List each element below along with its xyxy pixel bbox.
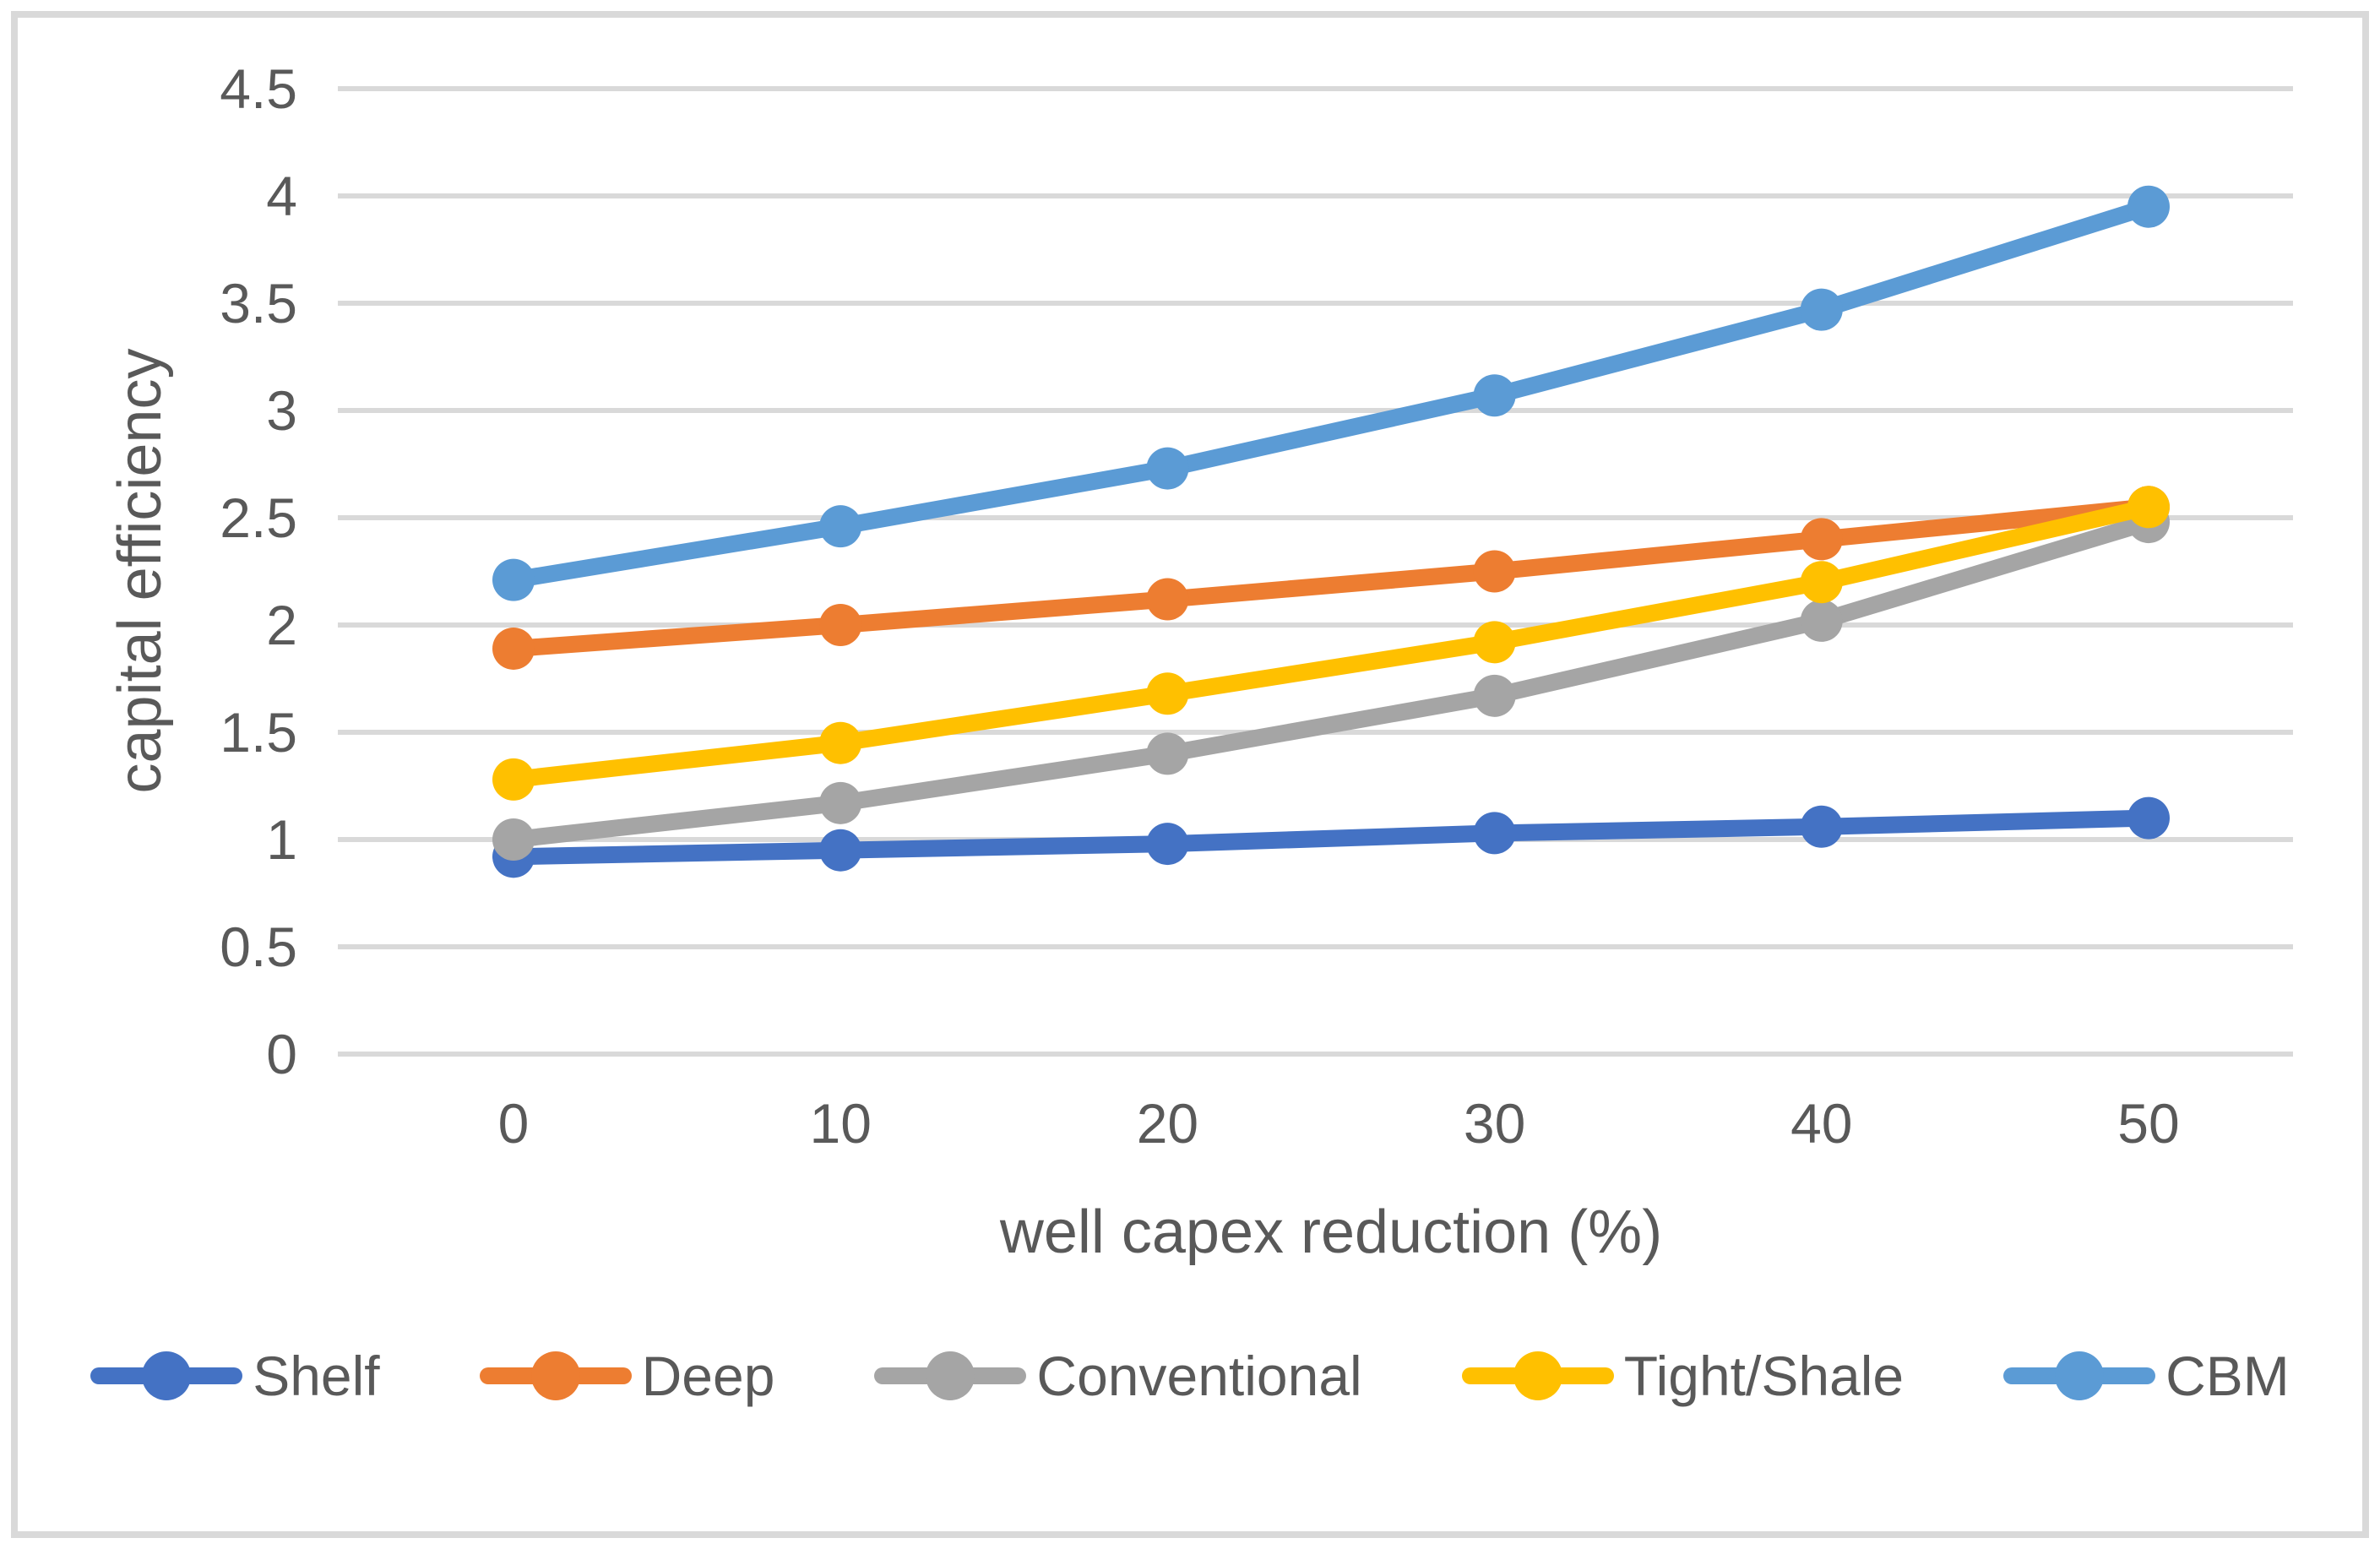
legend-dot: [1513, 1351, 1562, 1400]
data-point-marker-deep: [1800, 518, 1843, 561]
series-line-cbm: [505, 198, 2157, 589]
data-point-marker-tight-shale: [819, 721, 862, 764]
data-point-marker-shelf: [1800, 805, 1843, 848]
data-point-marker-cbm: [1800, 288, 1843, 331]
data-point-marker-shelf: [819, 829, 862, 872]
y-tick-label: 1.5: [220, 701, 297, 764]
data-point-marker-deep: [1146, 578, 1189, 621]
data-point-marker-tight-shale: [1146, 672, 1189, 715]
y-tick-label: 2: [266, 594, 297, 656]
series-line-deep: [505, 498, 2157, 657]
legend-marker-icon: [1461, 1351, 1614, 1401]
data-point-marker-cbm: [2127, 185, 2170, 228]
legend-item-conventional: Conventional: [874, 1345, 1362, 1407]
data-point-marker-cbm: [492, 558, 535, 601]
legend-marker-icon: [479, 1351, 632, 1401]
legend-dot: [2055, 1351, 2105, 1400]
legend-marker-icon: [874, 1351, 1027, 1401]
x-tick-label: 10: [809, 1092, 871, 1155]
x-tick-label: 50: [2117, 1092, 2179, 1155]
y-tick-label: 4: [266, 165, 297, 227]
x-tick-label: 30: [1464, 1092, 1525, 1155]
legend-item-shelf: Shelf: [90, 1345, 380, 1407]
gridlines: [338, 86, 2293, 1057]
data-point-marker-shelf: [1146, 823, 1189, 866]
x-tick-label: 40: [1790, 1092, 1852, 1155]
series-line-tight-shale: [505, 498, 2157, 788]
legend-dot: [142, 1351, 192, 1400]
data-point-marker-conventional: [492, 818, 535, 861]
legend-item-tight-shale: Tight/Shale: [1461, 1345, 1905, 1407]
data-point-marker-conventional: [819, 781, 862, 824]
legend-marker-icon: [2003, 1351, 2156, 1401]
y-tick-label: 2.5: [220, 486, 297, 549]
data-point-marker-deep: [1473, 550, 1516, 593]
series-conventional: [492, 501, 2170, 861]
y-tick-label: 1: [266, 808, 297, 871]
legend-label: Tight/Shale: [1623, 1345, 1905, 1407]
legend-label: Conventional: [1036, 1345, 1362, 1407]
legend-item-deep: Deep: [479, 1345, 775, 1407]
legend: Shelf Deep Conventional Tight/Shale CBM: [0, 1348, 2380, 1404]
legend-dot: [926, 1351, 975, 1400]
legend-dot: [530, 1351, 580, 1400]
data-point-marker-tight-shale: [2127, 486, 2170, 529]
data-point-marker-cbm: [819, 505, 862, 548]
series-cbm: [492, 185, 2170, 601]
x-axis-tick-labels: 0 10 20 30 40 50: [498, 1092, 2180, 1155]
y-tick-label: 4.5: [220, 57, 297, 120]
x-tick-label: 0: [498, 1092, 530, 1155]
data-point-marker-deep: [819, 604, 862, 646]
series-tight-shale: [492, 486, 2170, 801]
legend-label: Deep: [641, 1345, 775, 1407]
y-axis-title: capital efficiency: [106, 349, 174, 794]
series-line-shelf: [505, 809, 2157, 866]
data-point-marker-cbm: [1146, 447, 1189, 490]
legend-marker-icon: [90, 1351, 243, 1401]
y-tick-label: 0: [266, 1023, 297, 1085]
series-layer: [492, 185, 2170, 878]
data-point-marker-shelf: [1473, 812, 1516, 855]
data-point-marker-shelf: [2127, 796, 2170, 840]
x-axis-title: well capex reduction (%): [999, 1198, 1662, 1266]
legend-label: Shelf: [253, 1345, 380, 1407]
series-deep: [492, 486, 2170, 670]
x-tick-label: 20: [1137, 1092, 1198, 1155]
data-point-marker-tight-shale: [492, 758, 535, 801]
data-point-marker-cbm: [1473, 374, 1516, 417]
y-tick-label: 0.5: [220, 916, 297, 978]
data-point-marker-tight-shale: [1800, 561, 1843, 604]
y-tick-label: 3.5: [220, 272, 297, 334]
data-point-marker-tight-shale: [1473, 621, 1516, 664]
data-point-marker-conventional: [1473, 674, 1516, 717]
data-point-marker-conventional: [1146, 732, 1189, 775]
legend-label: CBM: [2165, 1345, 2290, 1407]
data-point-marker-deep: [492, 627, 535, 670]
y-axis-tick-labels: 0 0.5 1 1.5 2 2.5 3 3.5 4 4.5: [220, 57, 297, 1085]
data-point-marker-conventional: [1800, 599, 1843, 642]
y-tick-label: 3: [266, 379, 297, 442]
legend-item-cbm: CBM: [2003, 1348, 2290, 1404]
series-line-conventional: [505, 514, 2157, 848]
